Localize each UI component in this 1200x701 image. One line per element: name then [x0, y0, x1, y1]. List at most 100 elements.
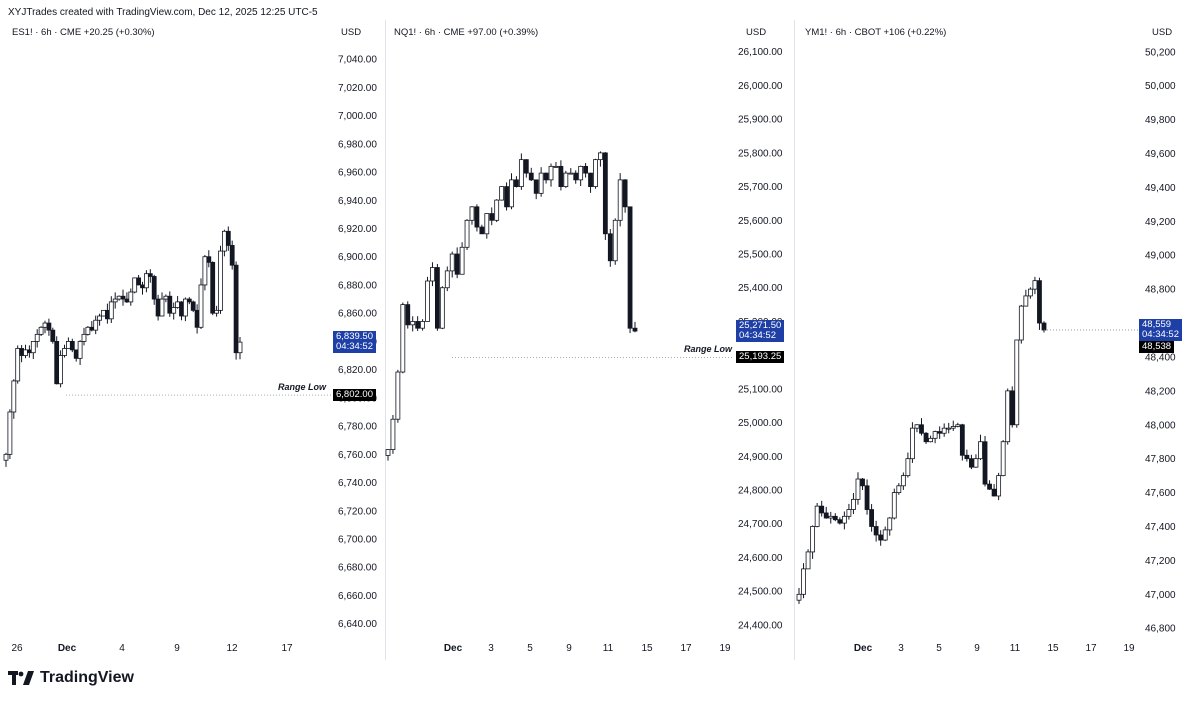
- x-tick-label: 15: [641, 643, 653, 654]
- candle: [89, 321, 95, 332]
- candle: [828, 511, 834, 524]
- candle: [400, 302, 406, 374]
- candle: [910, 422, 915, 463]
- price-chart-svg: 7,040.00 7,020.00 7,000.00 6,980.00 6,960.00…: [3, 55, 377, 654]
- y-tick-label: 6,940.00: [338, 196, 377, 207]
- candle: [864, 479, 870, 515]
- candle: [869, 504, 874, 532]
- prev-price-tag: 48,538: [1139, 340, 1175, 353]
- candle: [996, 472, 1002, 501]
- candle: [163, 294, 169, 303]
- candle: [218, 245, 223, 314]
- candle: [38, 326, 44, 337]
- y-tick-label: 25,000.00: [738, 418, 783, 429]
- candle: [69, 338, 75, 353]
- x-tick-label: 9: [174, 643, 180, 654]
- y-tick-label: 26,100.00: [738, 47, 783, 58]
- candle: [464, 219, 470, 250]
- candle: [77, 340, 83, 365]
- candle: [469, 206, 475, 225]
- candle: [568, 168, 574, 175]
- x-tick-label: Dec: [854, 643, 873, 654]
- candle: [846, 503, 852, 520]
- candle: [120, 289, 126, 306]
- y-tick-label: 49,200: [1145, 217, 1176, 228]
- candle: [459, 242, 465, 275]
- candle: [598, 151, 603, 167]
- candle: [959, 423, 965, 461]
- currency-label: USD: [746, 27, 767, 38]
- tradingview-logo[interactable]: TradingView: [8, 669, 134, 687]
- candle: [978, 434, 983, 461]
- candle: [1032, 276, 1038, 295]
- candle: [919, 418, 924, 436]
- y-tick-label: 50,000: [1145, 81, 1176, 92]
- candle: [1037, 277, 1042, 330]
- x-tick-label: 15: [1047, 643, 1059, 654]
- candle: [50, 327, 56, 344]
- candle: [494, 199, 500, 223]
- pane-divider: [385, 20, 386, 660]
- candle: [1000, 440, 1006, 477]
- candle: [182, 297, 188, 322]
- x-tick-label: 19: [719, 643, 731, 654]
- candle: [34, 329, 40, 348]
- candle: [987, 480, 992, 490]
- candle: [19, 345, 25, 363]
- candle: [837, 517, 843, 525]
- candles: [385, 151, 638, 461]
- y-tick-label: 25,100.00: [738, 384, 783, 395]
- candle: [147, 269, 153, 283]
- chart-credit: XYJTrades created with TradingView.com, …: [8, 7, 318, 18]
- candle: [155, 294, 161, 321]
- candle: [891, 488, 897, 520]
- candle: [1018, 304, 1024, 344]
- chart-pane-es[interactable]: 7,040.00 7,020.00 7,000.00 6,980.00 6,960.00…: [0, 0, 385, 660]
- y-tick-label: 47,800: [1145, 454, 1176, 465]
- candle: [410, 316, 416, 332]
- candle: [991, 484, 997, 497]
- y-tick-label: 48,000: [1145, 420, 1176, 431]
- candle: [882, 526, 888, 542]
- candle: [543, 172, 549, 184]
- candle: [395, 369, 401, 423]
- y-tick-label: 47,600: [1145, 488, 1176, 499]
- chart-pane-nq[interactable]: 26,100.00 26,000.00 25,900.00 25,800.00 25,7…: [385, 0, 794, 660]
- x-tick-label: 9: [566, 643, 572, 654]
- candle: [167, 291, 173, 317]
- y-tick-label: 6,820.00: [338, 365, 377, 376]
- y-tick-label: 48,400: [1145, 352, 1176, 363]
- candle: [439, 286, 445, 330]
- y-tick-label: 6,720.00: [338, 506, 377, 517]
- candle: [140, 281, 145, 295]
- candle: [533, 179, 539, 200]
- candle: [955, 422, 961, 428]
- candle: [923, 431, 929, 444]
- x-tick-label: Dec: [58, 643, 77, 654]
- candle: [449, 251, 455, 278]
- bar-countdown: 04:34:52: [1142, 328, 1179, 340]
- y-tick-label: 50,200: [1145, 47, 1176, 58]
- y-tick-label: 6,640.00: [338, 619, 377, 630]
- chart-pane-ym[interactable]: 50,200 50,000 49,800 49,600 49,400 49,200 49,0…: [795, 0, 1200, 660]
- y-tick-label: 6,900.00: [338, 252, 377, 263]
- candle: [425, 276, 430, 322]
- x-tick-label: 9: [974, 643, 980, 654]
- candle: [175, 296, 181, 309]
- candle: [489, 207, 495, 226]
- candle: [11, 379, 17, 419]
- candle: [93, 315, 99, 335]
- candle: [627, 206, 633, 334]
- x-tick-label: 17: [680, 643, 692, 654]
- y-tick-label: 47,400: [1145, 522, 1176, 533]
- last-price-value: 48,559: [1142, 318, 1172, 330]
- y-tick-label: 6,960.00: [338, 168, 377, 179]
- x-tick-label: 12: [226, 643, 238, 654]
- range-low-price-tag: 25,193.25: [736, 351, 785, 364]
- candle: [23, 344, 28, 359]
- candle: [523, 159, 529, 178]
- candle: [578, 165, 584, 186]
- candle: [928, 435, 933, 443]
- x-tick-label: 5: [527, 643, 533, 654]
- candle: [186, 297, 192, 305]
